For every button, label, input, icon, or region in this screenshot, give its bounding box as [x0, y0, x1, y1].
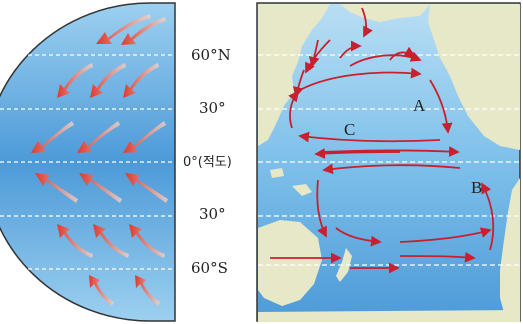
wind-arrow — [121, 17, 166, 45]
current-equatorial-west — [314, 148, 401, 159]
island — [292, 184, 312, 196]
current-label-a: A — [413, 96, 426, 115]
current-california-a — [429, 79, 453, 134]
current-bering — [361, 7, 373, 38]
hemisphere-panel — [0, 2, 176, 322]
wind-arrow — [31, 121, 74, 153]
latitude-label-60n: 60°N — [191, 46, 231, 64]
wind-arrows-westerlies-south — [57, 224, 165, 258]
wind-arrows-polar-north — [96, 14, 166, 45]
wind-arrow — [79, 173, 122, 203]
current-label-b: B — [471, 178, 482, 197]
ocean-map-panel: A C B — [256, 2, 521, 322]
current-label-c: C — [344, 120, 355, 139]
latitude-label-30n: 30° — [199, 99, 226, 117]
latitude-label-60s: 60°S — [191, 259, 228, 277]
current-tasman — [335, 227, 382, 247]
current-south-pacific — [399, 227, 492, 243]
latitude-label-30s: 30° — [199, 205, 226, 223]
wind-arrow — [129, 224, 165, 258]
current-counter-equatorial — [319, 146, 460, 157]
wind-arrow — [35, 173, 78, 203]
wind-arrow — [123, 121, 166, 153]
ocean-current-arrows — [269, 7, 495, 274]
latitude-label-equator: 0°(적도) — [183, 155, 232, 170]
wind-arrow — [125, 173, 168, 203]
wind-arrows-trades-north — [31, 121, 166, 153]
north-america-landmass — [428, 4, 520, 150]
current-north-equatorial — [298, 131, 441, 143]
new-zealand-landmass — [336, 248, 352, 282]
wind-arrow — [93, 224, 129, 258]
current-subpolar — [389, 46, 416, 61]
current-alaska — [349, 51, 422, 67]
island — [270, 168, 284, 178]
wind-arrows-westerlies-north — [57, 63, 159, 98]
current-kamchatka — [308, 39, 320, 68]
wind-arrow — [123, 63, 159, 98]
current-east-australian — [316, 179, 327, 238]
wind-arrow — [57, 63, 93, 98]
wind-arrows-trades-south — [35, 173, 168, 203]
land-masses — [258, 4, 520, 322]
current-west-wind-drift-2 — [399, 251, 476, 263]
wind-arrow — [89, 275, 114, 306]
current-humboldt-b — [481, 182, 495, 251]
wind-arrow — [135, 275, 160, 306]
wind-arrow — [96, 14, 151, 44]
antarctica-landmass — [258, 310, 520, 322]
wind-arrows-polar-south — [89, 275, 160, 306]
wind-arrow — [77, 121, 120, 153]
current-west-boundary — [292, 69, 305, 98]
current-north-pacific — [299, 67, 422, 91]
latitude-labels: 60°N 30° 0°(적도) 30° 60°S — [183, 46, 232, 277]
south-america-landmass — [500, 178, 520, 322]
wind-arrow — [57, 224, 93, 258]
wind-arrow — [90, 63, 126, 98]
current-oyashio — [305, 39, 331, 74]
current-south-equatorial — [322, 163, 461, 175]
asia-landmass — [258, 4, 330, 146]
current-arctic-small — [339, 40, 362, 59]
australia-landmass — [258, 220, 322, 306]
